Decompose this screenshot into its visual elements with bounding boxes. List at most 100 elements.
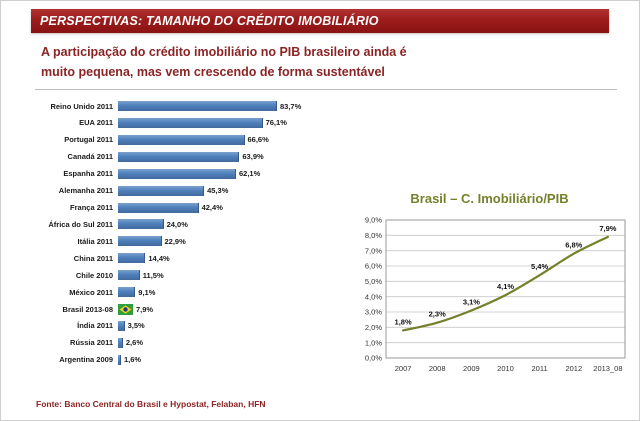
y-tick-label: 1,0%	[365, 338, 382, 347]
bar	[118, 354, 121, 365]
bar-row: EUA 2011 76,1%	[36, 115, 331, 131]
y-tick-label: 4,0%	[365, 292, 382, 301]
x-tick-label: 2007	[395, 364, 412, 373]
x-tick-label: 2012	[565, 364, 582, 373]
bar-row: China 2011 14,4%	[36, 250, 331, 266]
x-tick-label: 2011	[532, 364, 548, 373]
bar-value-label: 63,9%	[242, 152, 264, 162]
bar	[118, 202, 199, 213]
bar-value-label: 2,6%	[125, 338, 143, 348]
bar-track: 3,5%	[118, 320, 331, 331]
bar-row: Reino Unido 2011 83,7%	[36, 98, 331, 114]
bar-row: Argentina 2009 1,6%	[36, 352, 331, 368]
bar-value-label: 83,7%	[280, 101, 302, 111]
y-tick-label: 5,0%	[365, 277, 382, 286]
bar-row: México 2011 9,1%	[36, 284, 331, 300]
bar-track: 9,1%	[118, 287, 331, 298]
bar-category-label: Reino Unido 2011	[50, 101, 113, 111]
data-label: 2,3%	[429, 310, 446, 319]
bar	[118, 134, 245, 145]
bar-value-label: 45,3%	[207, 186, 229, 196]
line-chart-plot: 0,0% 1,0% 2,0% 3,0% 4,0% 5,0% 6,0% 7,0% 8,0% 9,0%…	[365, 216, 626, 373]
y-tick-label: 8,0%	[365, 231, 382, 240]
brazil-line-chart: Brasil – C. Imobiliário/PIB 0,0% 1,0% 2,0%…	[346, 191, 633, 391]
bar-category-label: Canadá 2011	[67, 152, 113, 162]
bar-value-label: 22,9%	[164, 236, 186, 246]
x-tick-label: 2009	[463, 364, 480, 373]
y-tick-label: 7,0%	[365, 246, 382, 255]
bar	[118, 236, 162, 247]
bar-row: França 2011 42,4%	[36, 200, 331, 216]
bar-category-label: Espanha 2011	[63, 169, 113, 179]
bar-track: 66,6%	[118, 134, 331, 145]
bar-category-label: França 2011	[70, 203, 113, 213]
bar-track: 11,5%	[118, 270, 331, 281]
bar	[118, 185, 205, 196]
bar-track: 63,9%	[118, 151, 331, 162]
bar	[118, 337, 123, 348]
bar	[118, 219, 164, 230]
bar-category-label: Argentina 2009	[59, 355, 113, 365]
bar	[118, 320, 125, 331]
bar-track: 83,7%	[118, 101, 331, 111]
bar-value-label: 42,4%	[201, 203, 223, 213]
bar-row: Chile 2010 11,5%	[36, 267, 331, 283]
bar-value-label: 1,6%	[124, 355, 142, 365]
bar-category-label: Alemanha 2011	[58, 186, 113, 196]
bar-value-label: 3,5%	[127, 321, 145, 331]
bar-track: 14,4%	[118, 253, 331, 264]
bar-row: Portugal 2011 66,6%	[36, 132, 331, 148]
bar-row: Espanha 2011 62,1%	[36, 166, 331, 182]
bar-row: África do Sul 2011 24,0%	[36, 216, 331, 232]
bar-track: 24,0%	[118, 219, 331, 230]
bar-track: 42,4%	[118, 202, 331, 213]
y-tick-label: 9,0%	[365, 216, 382, 225]
bar	[118, 101, 277, 111]
data-label: 6,8%	[565, 241, 582, 250]
bar-value-label: 62,1%	[239, 169, 261, 179]
bar-track: 7,9%	[118, 303, 331, 315]
bar-row: Itália 2011 22,9%	[36, 233, 331, 249]
bar-value-label: 76,1%	[265, 118, 287, 128]
data-label: 7,9%	[599, 224, 616, 233]
x-tick-label: 2013_08	[593, 364, 622, 373]
bar-category-label: México 2011	[69, 287, 113, 297]
data-label: 5,4%	[531, 262, 548, 271]
data-label: 1,8%	[395, 317, 412, 326]
data-label: 3,1%	[463, 298, 480, 307]
bar-category-label: Índia 2011	[77, 321, 113, 331]
y-tick-label: 6,0%	[365, 262, 382, 271]
bar-value-label: 14,4%	[148, 253, 170, 263]
bar-track: 1,6%	[118, 354, 331, 365]
line-series	[402, 235, 609, 332]
country-mortgage-bar-chart: Reino Unido 2011 83,7% EUA 2011 76,1% Portug…	[36, 98, 331, 368]
bar-track: 62,1%	[118, 168, 331, 179]
bar-row: Brasil 2013-08 7,9%	[36, 301, 331, 317]
slide-subtitle: A participação do crédito imobiliário no…	[41, 45, 407, 79]
x-tick-label: 2008	[429, 364, 446, 373]
bar	[118, 253, 146, 264]
brazil-flag-icon	[118, 303, 133, 315]
bar-value-label: 11,5%	[142, 270, 164, 280]
page-title: PERSPECTIVAS: TAMANHO DO CRÉDITO IMOBILI…	[40, 14, 379, 28]
bar-value-label: 24,0%	[166, 219, 188, 229]
bar-value-label: 66,6%	[247, 135, 269, 145]
bar	[118, 270, 140, 281]
x-tick-label: 2010	[497, 364, 514, 373]
bar-track: 22,9%	[118, 236, 331, 247]
bar-category-label: Rússia 2011	[70, 338, 113, 348]
bar-track: 2,6%	[118, 337, 331, 348]
bar	[118, 117, 263, 128]
bar-row: Canadá 2011 63,9%	[36, 149, 331, 165]
bar-row: Rússia 2011 2,6%	[36, 335, 331, 351]
line-chart-title: Brasil – C. Imobiliário/PIB	[410, 191, 569, 206]
plot-border	[385, 219, 626, 359]
bar-track: 76,1%	[118, 117, 331, 128]
bar-category-label: China 2011	[73, 253, 113, 263]
bar-category-label: Itália 2011	[77, 236, 113, 246]
bar-category-label: África do Sul 2011	[48, 219, 113, 229]
bar	[118, 168, 236, 179]
bar-value-label: 9,1%	[138, 287, 156, 297]
y-tick-label: 0,0%	[365, 354, 382, 363]
divider-line	[35, 89, 617, 90]
